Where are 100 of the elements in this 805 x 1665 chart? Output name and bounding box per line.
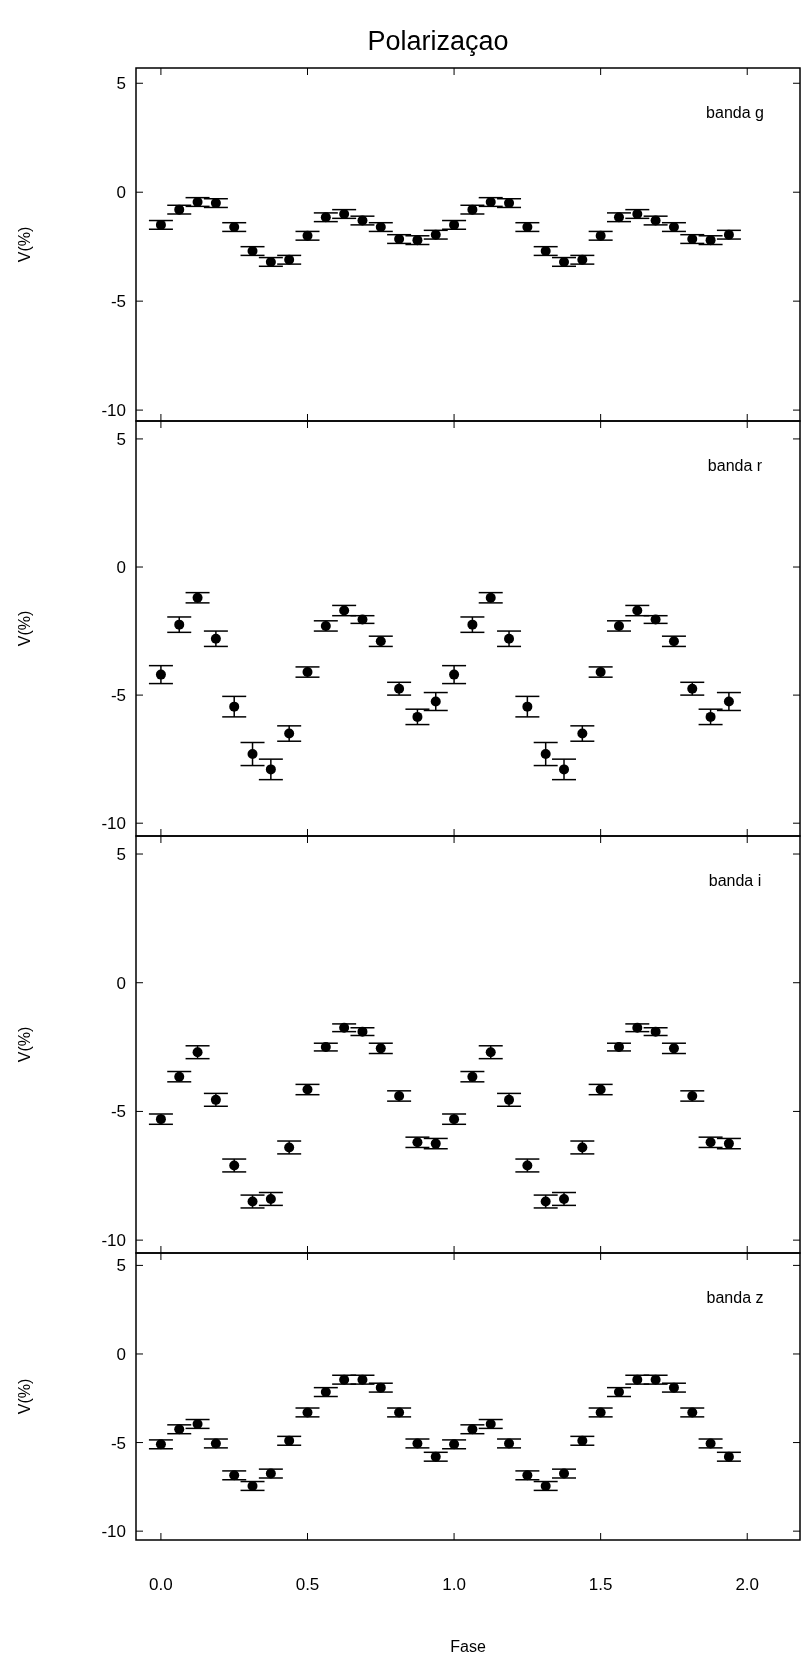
- point: [559, 1193, 570, 1204]
- point: [540, 749, 551, 760]
- point: [613, 620, 624, 631]
- point: [522, 1160, 533, 1171]
- y-tick-label: 5: [116, 1256, 126, 1276]
- point: [705, 235, 716, 246]
- point: [485, 592, 496, 603]
- chart-title: Polarizaçao: [367, 26, 509, 56]
- y-axis-title: V(%): [16, 226, 33, 263]
- point: [284, 254, 295, 265]
- point: [174, 1424, 185, 1435]
- point: [723, 1138, 734, 1149]
- x-tick-label: 0.0: [149, 1575, 173, 1594]
- point: [650, 215, 661, 226]
- point: [449, 669, 460, 680]
- y-tick-label: 0: [116, 973, 126, 993]
- x-tick-label: 1.5: [588, 1575, 613, 1594]
- y-tick-label: -5: [110, 1433, 126, 1453]
- point: [265, 1468, 276, 1479]
- point: [339, 605, 350, 616]
- point: [595, 1084, 606, 1095]
- point: [284, 1142, 295, 1153]
- point: [613, 212, 624, 223]
- y-axis-title: V(%): [16, 1378, 33, 1415]
- y-tick-label: 5: [116, 74, 126, 94]
- x-tick-label: 0.5: [295, 1575, 320, 1594]
- point: [449, 1114, 460, 1125]
- point: [375, 1382, 386, 1393]
- point: [687, 1407, 698, 1418]
- point: [650, 1374, 661, 1385]
- annotation: banda z: [706, 1289, 764, 1306]
- y-tick-label: 5: [116, 844, 126, 864]
- y-tick-label: 0: [116, 557, 126, 577]
- point: [687, 1090, 698, 1101]
- point: [192, 592, 203, 603]
- y-tick-label: 0: [116, 1344, 126, 1364]
- point: [705, 711, 716, 722]
- y-tick-label: 5: [116, 429, 126, 449]
- point: [229, 1470, 240, 1481]
- point: [265, 1193, 276, 1204]
- point: [577, 1142, 588, 1153]
- x-tick-label: 2.0: [735, 1575, 760, 1594]
- point: [467, 204, 478, 215]
- y-tick-label: 0: [116, 183, 126, 203]
- point: [174, 204, 185, 215]
- x-axis-title: Fase: [450, 1638, 486, 1655]
- point: [247, 749, 258, 760]
- point: [723, 1451, 734, 1462]
- point: [174, 619, 185, 630]
- point: [302, 667, 313, 678]
- point: [430, 229, 441, 240]
- point: [357, 1374, 368, 1385]
- point: [595, 230, 606, 241]
- annotation: banda r: [707, 457, 763, 474]
- point: [430, 1451, 441, 1462]
- point: [210, 1094, 221, 1105]
- point: [394, 1090, 405, 1101]
- y-axis-title: V(%): [16, 1026, 33, 1063]
- point: [522, 701, 533, 712]
- point: [155, 1439, 166, 1450]
- y-tick-label: -10: [101, 814, 126, 834]
- point: [485, 1047, 496, 1058]
- point: [687, 683, 698, 694]
- point: [668, 1043, 679, 1054]
- point: [357, 614, 368, 625]
- point: [412, 1438, 423, 1449]
- point: [540, 1196, 551, 1207]
- annotation: banda i: [708, 872, 762, 889]
- point: [577, 1435, 588, 1446]
- point: [467, 619, 478, 630]
- point: [504, 1438, 515, 1449]
- point: [229, 1160, 240, 1171]
- point: [577, 728, 588, 739]
- point: [723, 229, 734, 240]
- annotation: banda g: [706, 104, 764, 121]
- point: [668, 636, 679, 647]
- point: [504, 1094, 515, 1105]
- point: [632, 1374, 643, 1385]
- y-tick-label: -10: [101, 1231, 126, 1251]
- point: [339, 1022, 350, 1033]
- point: [394, 1407, 405, 1418]
- point: [705, 1137, 716, 1148]
- point: [467, 1424, 478, 1435]
- point: [174, 1071, 185, 1082]
- point: [650, 1026, 661, 1037]
- point: [559, 764, 570, 775]
- point: [394, 683, 405, 694]
- point: [229, 701, 240, 712]
- point: [320, 620, 331, 631]
- point: [412, 1137, 423, 1148]
- point: [522, 1470, 533, 1481]
- point: [650, 614, 661, 625]
- point: [210, 1438, 221, 1449]
- point: [339, 1374, 350, 1385]
- point: [613, 1042, 624, 1053]
- point: [357, 215, 368, 226]
- point: [559, 1468, 570, 1479]
- point: [357, 1026, 368, 1037]
- point: [375, 1043, 386, 1054]
- x-tick-label: 1.0: [442, 1575, 466, 1594]
